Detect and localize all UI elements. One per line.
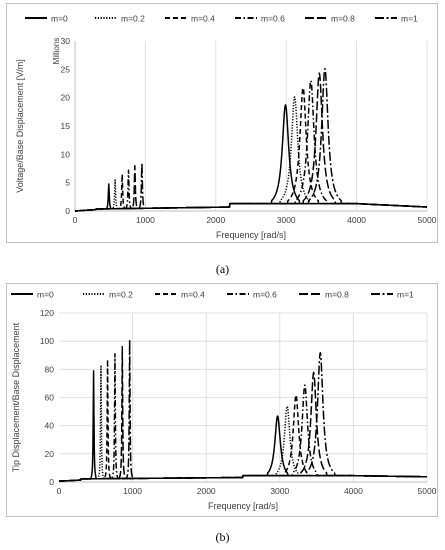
y-tick-label: 10 — [61, 149, 71, 159]
x-tick-label: 2000 — [197, 486, 216, 496]
legend-label: m=0.4 — [191, 14, 215, 24]
x-tick-label: 1000 — [136, 215, 155, 225]
chart-a-svg: m=0 m=0.2 m=0.4 m=0.6 m=0.8 m=1 0 1000 2000 3000 4… — [15, 14, 437, 241]
chart-panel-b: m=0 m=0.2 m=0.4 m=0.6 m=0.8 m=1 0 1000 2000 3000 4… — [6, 283, 438, 517]
y-tick-label: 15 — [61, 121, 71, 131]
y-tick-label: 0 — [65, 206, 70, 216]
y-tick-label: 80 — [45, 364, 55, 374]
x-tick-label: 3000 — [270, 486, 289, 496]
series-line-m-1 — [74, 67, 428, 212]
y-tick-label: 120 — [40, 308, 54, 318]
caption-b: (b) — [215, 530, 230, 544]
x-tick-label: 5000 — [418, 215, 437, 225]
legend-label: m=0 — [51, 14, 68, 24]
legend-label: m=0.6 — [253, 290, 277, 300]
legend-label: m=0.4 — [181, 290, 205, 300]
chart-b-svg: m=0 m=0.2 m=0.4 m=0.6 m=0.8 m=10 1000 2000 3000 4… — [11, 290, 437, 511]
y-unit-label: Millions — [52, 38, 61, 65]
legend-label: m=0.6 — [261, 14, 285, 24]
y-tick-label: 25 — [61, 64, 71, 74]
y-tick-label: 5 — [65, 178, 70, 188]
x-axis-title: Frequency [rad/s] — [208, 501, 278, 511]
y-tick-label: 20 — [45, 449, 55, 459]
series-line-m-1 — [58, 338, 428, 482]
legend-label: m=0.2 — [121, 14, 145, 24]
y-tick-label: 100 — [40, 336, 54, 346]
x-tick-label: 4000 — [347, 215, 366, 225]
x-tick-label: 3000 — [277, 215, 296, 225]
y-tick-label: 40 — [45, 421, 55, 431]
legend-label: m=0.2 — [109, 290, 133, 300]
x-tick-label: 4000 — [344, 486, 363, 496]
x-tick-label: 5000 — [418, 486, 437, 496]
legend-label: m=0 — [37, 290, 54, 300]
series-line-m-0-6 — [74, 79, 428, 212]
series-line-m-0-8 — [74, 72, 428, 212]
x-tick-label: 2000 — [206, 215, 225, 225]
legend-label: m=0.8 — [331, 14, 355, 24]
x-tick-label: 1000 — [123, 486, 142, 496]
legend-label: m=1 — [397, 290, 414, 300]
legend: m=0 m=0.2 m=0.4 m=0.6 m=0.8 m=1 — [11, 290, 414, 300]
y-axis-title: Voltage/Base Displacement [V/m] — [15, 59, 25, 193]
y-tick-label: 0 — [49, 477, 54, 487]
legend-label: m=0.8 — [325, 290, 349, 300]
y-tick-label: 60 — [45, 393, 55, 403]
x-axis-title: Frequency [rad/s] — [216, 230, 286, 240]
y-axis-title: Tip Displacement/Base Displacement — [11, 322, 21, 472]
x-tick-label: 0 — [73, 215, 78, 225]
legend-label: m=1 — [401, 14, 418, 24]
series-line-m-0-6 — [58, 353, 428, 482]
chart-panel-a: m=0 m=0.2 m=0.4 m=0.6 m=0.8 m=1 0 1000 2000 3000 4… — [6, 3, 438, 243]
y-tick-label: 30 — [61, 36, 71, 46]
y-tick-label: 20 — [61, 93, 71, 103]
caption-a: (a) — [215, 262, 230, 276]
legend: m=0 m=0.2 m=0.4 m=0.6 m=0.8 m=1 — [25, 14, 418, 24]
x-tick-label: 0 — [57, 486, 62, 496]
